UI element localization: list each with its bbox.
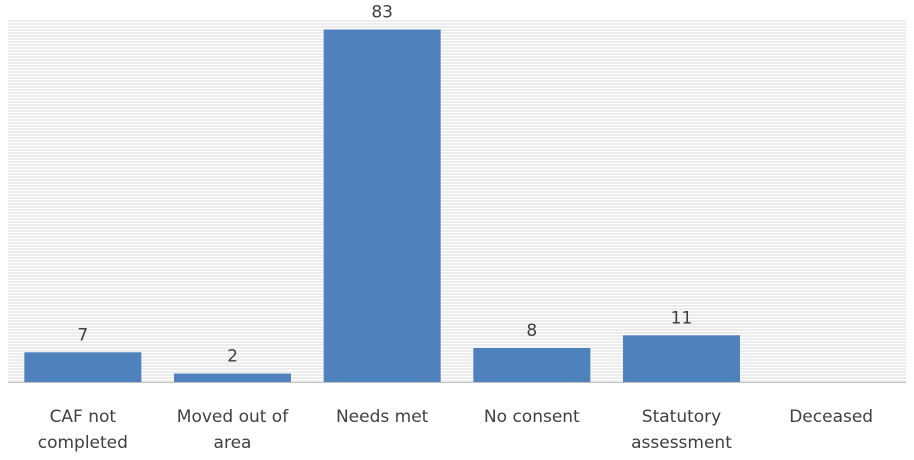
category-label-line: Statutory xyxy=(642,407,721,427)
data-label: 2 xyxy=(227,347,238,367)
category-label-line: Needs met xyxy=(336,407,429,427)
category-label-line: Moved out of xyxy=(177,407,289,427)
data-label: 11 xyxy=(671,308,693,328)
category-label-line: assessment xyxy=(631,433,732,453)
data-label: 8 xyxy=(526,321,537,341)
category-label: Needs met xyxy=(336,407,429,427)
bar xyxy=(24,352,142,382)
category-label-line: completed xyxy=(38,433,128,453)
bar xyxy=(623,335,740,382)
category-label-line: Deceased xyxy=(789,407,873,427)
category-label: Deceased xyxy=(789,407,873,427)
data-label: 83 xyxy=(371,2,393,22)
category-label: Moved out of area xyxy=(177,407,289,453)
category-label-line: CAF not xyxy=(50,407,117,427)
category-label-line: area xyxy=(214,433,252,453)
bar xyxy=(323,29,441,383)
category-label-line: No consent xyxy=(484,407,580,427)
bar xyxy=(473,348,591,382)
gridlines xyxy=(8,20,906,382)
bars-group xyxy=(24,29,740,383)
category-label: CAF not completed xyxy=(38,407,128,453)
data-labels-group: 7 2 83 8 11 xyxy=(77,2,692,366)
data-label: 7 xyxy=(77,325,88,345)
bar xyxy=(174,373,291,382)
category-labels-group: CAF not completed Moved out of area Needs me… xyxy=(38,407,873,453)
category-label: No consent xyxy=(484,407,580,427)
category-label: Statutory assessment xyxy=(631,407,732,453)
